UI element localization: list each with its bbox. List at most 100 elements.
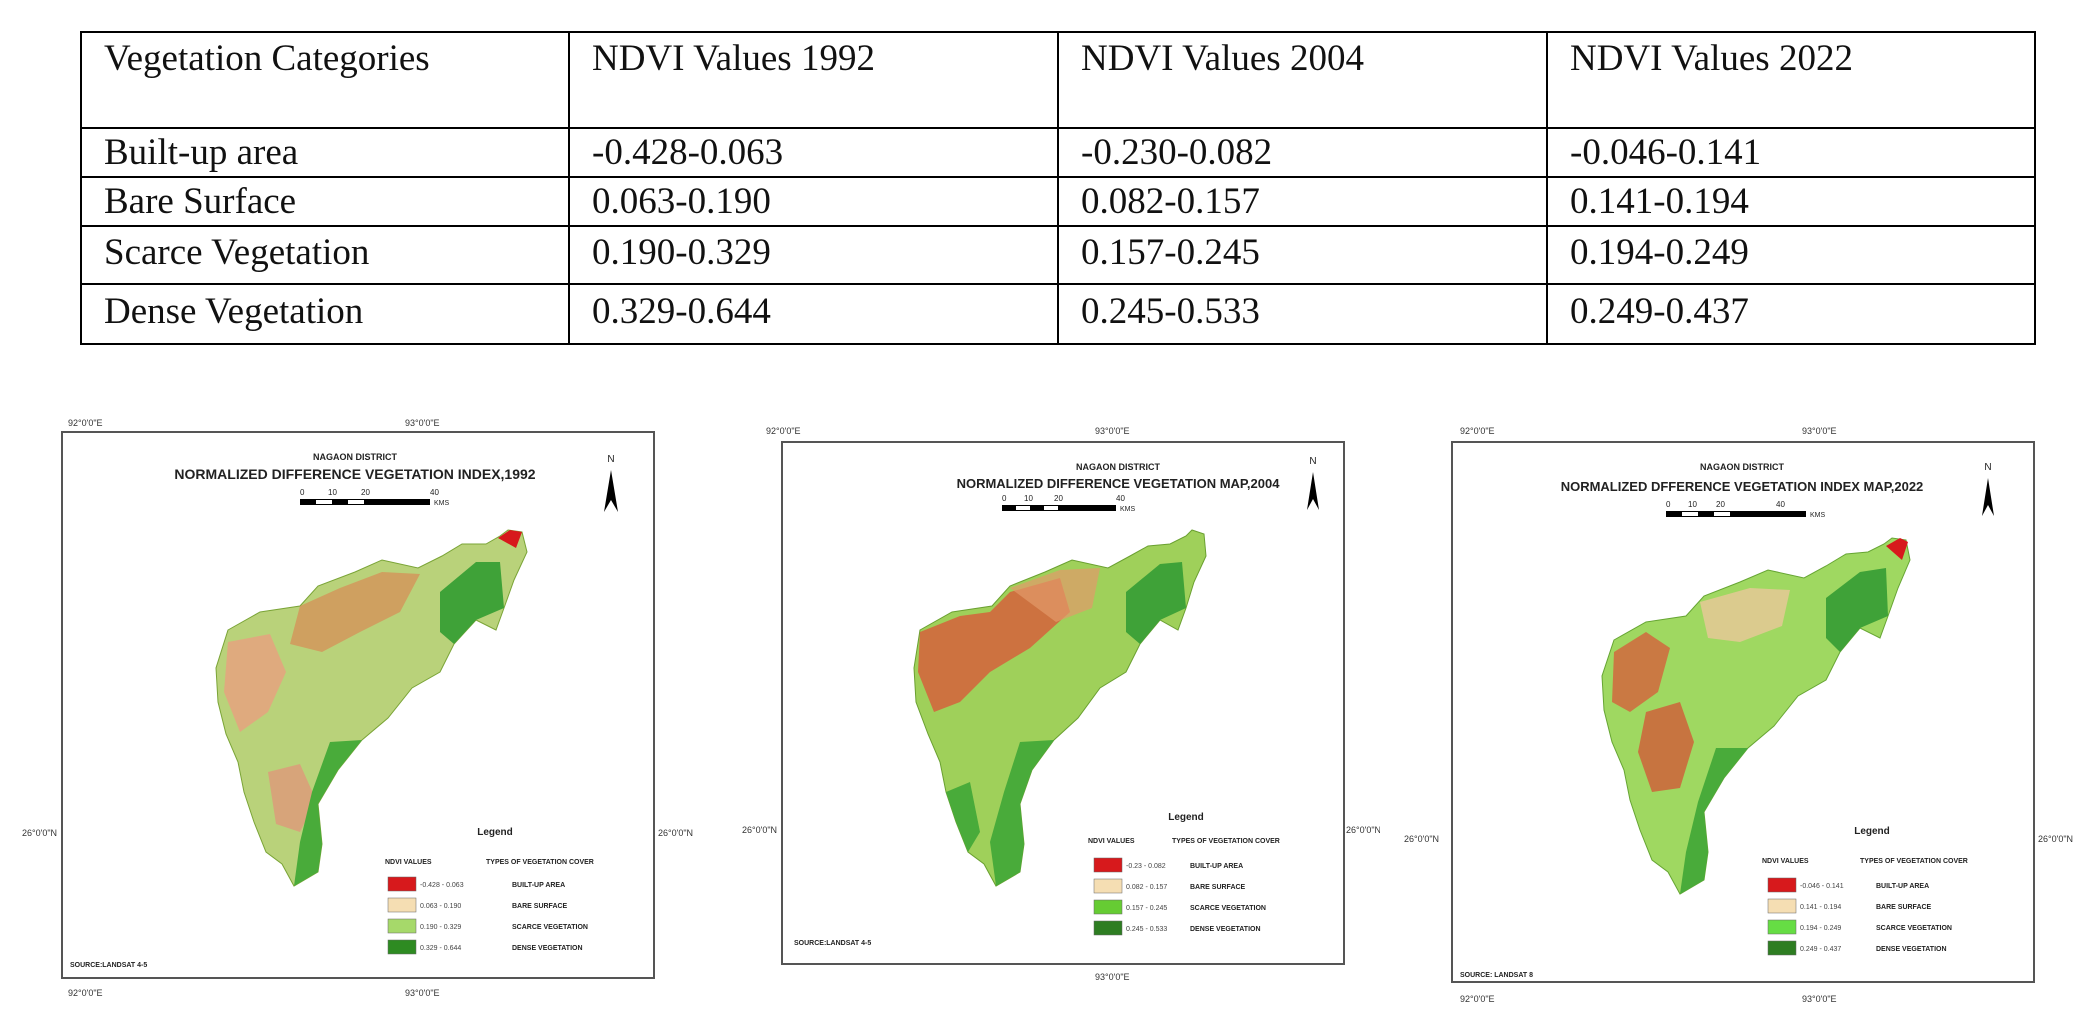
legend-swatch bbox=[1767, 919, 1797, 935]
source-label: SOURCE: LANDSAT 8 bbox=[1460, 972, 1533, 979]
district-map bbox=[1601, 537, 1911, 895]
legend-label: BARE SURFACE bbox=[1190, 884, 1246, 891]
coord-label: 93°0'0"E bbox=[405, 418, 440, 428]
ndvi-table: Vegetation Categories NDVI Values 1992 N… bbox=[80, 31, 2036, 345]
legend-title: Legend bbox=[477, 827, 513, 838]
legend-swatch bbox=[387, 939, 417, 955]
coord-label: 26°0'0"N bbox=[2038, 834, 2073, 844]
scale-tick: 10 bbox=[1688, 500, 1697, 509]
scale-unit: KMS bbox=[1810, 512, 1826, 519]
legend-label: DENSE VEGETATION bbox=[1190, 926, 1261, 933]
scale-tick: 0 bbox=[1002, 494, 1007, 503]
scale-tick: 20 bbox=[1716, 500, 1725, 509]
map-title: NORMALIZED DIFFERENCE VEGETATION INDEX,1… bbox=[174, 466, 535, 482]
value-cell: -0.428-0.063 bbox=[568, 127, 1059, 178]
map-title: NORMALIZED DIFFERENCE VEGETATION MAP,200… bbox=[957, 476, 1281, 491]
table-row: Dense Vegetation 0.329-0.644 0.245-0.533… bbox=[80, 283, 2036, 345]
legend-range: 0.245 - 0.533 bbox=[1126, 926, 1167, 933]
scale-bar: 0 10 20 40 KMS bbox=[1002, 494, 1136, 513]
coord-label: 26°0'0"N bbox=[658, 828, 693, 838]
scale-bar: 0 10 20 40 KMS bbox=[1666, 500, 1826, 519]
coord-label: 92°0'0"E bbox=[1460, 426, 1495, 436]
district-label: NAGAON DISTRICT bbox=[1076, 462, 1160, 472]
svg-text:N: N bbox=[607, 454, 614, 465]
coord-label: 93°0'0"E bbox=[405, 988, 440, 998]
value-cell: -0.046-0.141 bbox=[1546, 127, 2036, 178]
legend-label: DENSE VEGETATION bbox=[512, 945, 583, 952]
header-cell: NDVI Values 2004 bbox=[1057, 31, 1548, 129]
scale-tick: 20 bbox=[1054, 494, 1063, 503]
value-cell: 0.082-0.157 bbox=[1057, 176, 1548, 227]
table-row: Scarce Vegetation 0.190-0.329 0.157-0.24… bbox=[80, 225, 2036, 285]
legend-col-ndvi: NDVI VALUES bbox=[1088, 838, 1135, 845]
legend-range: 0.082 - 0.157 bbox=[1126, 884, 1167, 891]
value-cell: 0.249-0.437 bbox=[1546, 283, 2036, 345]
value-cell: 0.063-0.190 bbox=[568, 176, 1059, 227]
coord-label: 92°0'0"E bbox=[68, 418, 103, 428]
coord-label: 26°0'0"N bbox=[1346, 825, 1380, 835]
legend-swatch bbox=[387, 918, 417, 934]
legend-col-type: TYPES OF VEGETATION COVER bbox=[1860, 858, 1968, 865]
legend-label: BUILT-UP AREA bbox=[512, 882, 565, 889]
source-label: SOURCE:LANDSAT 4-5 bbox=[70, 962, 147, 969]
table-row: Bare Surface 0.063-0.190 0.082-0.157 0.1… bbox=[80, 176, 2036, 227]
legend-swatch bbox=[1767, 940, 1797, 956]
svg-text:N: N bbox=[1309, 456, 1316, 467]
scale-tick: 10 bbox=[328, 488, 337, 497]
legend-label: BARE SURFACE bbox=[1876, 904, 1932, 911]
value-cell: 0.141-0.194 bbox=[1546, 176, 2036, 227]
category-cell: Bare Surface bbox=[80, 176, 570, 227]
coord-label: 93°0'0"E bbox=[1802, 994, 1837, 1004]
coord-label: 93°0'0"E bbox=[1095, 972, 1130, 982]
legend-swatch bbox=[387, 876, 417, 892]
legend-label: SCARCE VEGETATION bbox=[512, 924, 588, 931]
table-row: Built-up area -0.428-0.063 -0.230-0.082 … bbox=[80, 127, 2036, 178]
district-label: NAGAON DISTRICT bbox=[1700, 462, 1784, 472]
scale-tick: 0 bbox=[300, 488, 305, 497]
district-label: NAGAON DISTRICT bbox=[313, 452, 397, 462]
svg-text:N: N bbox=[1984, 462, 1991, 473]
coord-label: 26°0'0"N bbox=[1404, 834, 1439, 844]
scale-tick: 20 bbox=[361, 488, 370, 497]
north-arrow-icon: N bbox=[604, 454, 618, 512]
ndvi-map-1992: 92°0'0"E 93°0'0"E 26°0'0"N 26°0'0"N 92°0… bbox=[0, 412, 700, 1012]
legend-label: SCARCE VEGETATION bbox=[1190, 905, 1266, 912]
legend-range: 0.063 - 0.190 bbox=[420, 903, 461, 910]
category-cell: Scarce Vegetation bbox=[80, 225, 570, 285]
legend-range: -0.23 - 0.082 bbox=[1126, 863, 1166, 870]
header-cell: NDVI Values 2022 bbox=[1546, 31, 2036, 129]
legend-col-ndvi: NDVI VALUES bbox=[1762, 858, 1809, 865]
legend-label: DENSE VEGETATION bbox=[1876, 946, 1947, 953]
legend-swatch bbox=[1767, 898, 1797, 914]
value-cell: 0.194-0.249 bbox=[1546, 225, 2036, 285]
category-cell: Built-up area bbox=[80, 127, 570, 178]
north-arrow-icon: N bbox=[1307, 456, 1319, 510]
legend-range: 0.190 - 0.329 bbox=[420, 924, 461, 931]
legend-range: 0.249 - 0.437 bbox=[1800, 946, 1841, 953]
legend-swatch bbox=[1093, 857, 1123, 873]
legend-swatch bbox=[1767, 877, 1797, 893]
legend-swatch bbox=[387, 897, 417, 913]
coord-label: 92°0'0"E bbox=[1460, 994, 1495, 1004]
legend-range: 0.329 - 0.644 bbox=[420, 945, 461, 952]
value-cell: -0.230-0.082 bbox=[1057, 127, 1548, 178]
category-cell: Dense Vegetation bbox=[80, 283, 570, 345]
scale-unit: KMS bbox=[1120, 506, 1136, 513]
legend-swatch bbox=[1093, 899, 1123, 915]
scale-tick: 40 bbox=[430, 488, 439, 497]
table-header-row: Vegetation Categories NDVI Values 1992 N… bbox=[80, 31, 2036, 129]
legend-range: 0.141 - 0.194 bbox=[1800, 904, 1841, 911]
header-cell: Vegetation Categories bbox=[80, 31, 570, 129]
legend-col-type: TYPES OF VEGETATION COVER bbox=[1172, 838, 1280, 845]
scale-tick: 0 bbox=[1666, 500, 1671, 509]
ndvi-map-2022: 92°0'0"E 93°0'0"E 26°0'0"N 26°0'0"N 92°0… bbox=[1390, 412, 2086, 1012]
scale-tick: 10 bbox=[1024, 494, 1033, 503]
legend-range: 0.157 - 0.245 bbox=[1126, 905, 1167, 912]
legend-range: -0.428 - 0.063 bbox=[420, 882, 464, 889]
legend-label: SCARCE VEGETATION bbox=[1876, 925, 1952, 932]
coord-label: 26°0'0"N bbox=[742, 825, 777, 835]
scale-unit: KMS bbox=[434, 500, 450, 507]
legend-swatch bbox=[1093, 920, 1123, 936]
legend-label: BUILT-UP AREA bbox=[1876, 883, 1929, 890]
value-cell: 0.157-0.245 bbox=[1057, 225, 1548, 285]
